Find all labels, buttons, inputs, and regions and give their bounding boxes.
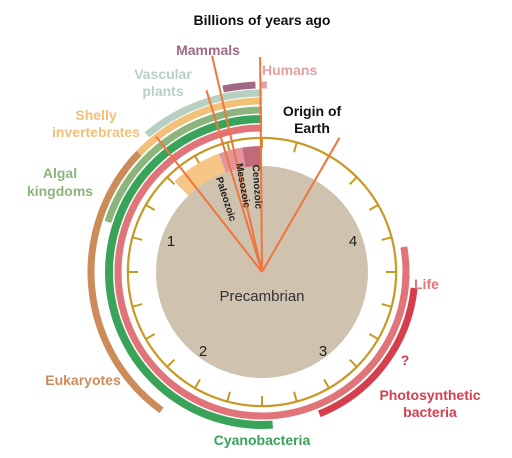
life-label: Life (414, 276, 439, 292)
cyanobacteria-label: Cyanobacteria (214, 432, 311, 448)
clock-tick (381, 236, 392, 241)
clock-tick (368, 204, 379, 211)
vascular-pointer (205, 90, 263, 273)
clock-tick (145, 204, 156, 211)
diagram-title: Billions of years ago (194, 12, 331, 28)
origin-pointer (261, 137, 341, 273)
shelly-pointer (155, 135, 263, 273)
clock-tick (145, 333, 156, 340)
origin-label-line2: Earth (294, 120, 330, 136)
clock-tick (348, 176, 358, 186)
mammals-pointer (211, 55, 263, 273)
algal-label-line1: Algal (43, 165, 77, 181)
cyanobacteria-arc (105, 115, 273, 429)
time-span-arcs (87, 81, 418, 429)
shelly-label-line1: Shelly (75, 107, 116, 123)
clock-tick (132, 303, 143, 308)
vascular-arc (144, 89, 263, 138)
humans-pointer (259, 56, 263, 273)
clock-tick (166, 176, 176, 186)
scale-3: 3 (319, 343, 327, 360)
clock-tick (226, 391, 231, 402)
question-mark: ? (401, 352, 410, 368)
scale-2: 2 (199, 343, 207, 360)
algal-arc (104, 106, 263, 224)
clock-tick (293, 391, 298, 402)
photosynthetic-label-line2: bacteria (403, 404, 457, 420)
clock-tick (132, 236, 143, 241)
life-arc-start (400, 246, 410, 278)
clock-tick (368, 333, 379, 340)
eukaryotes-arc (87, 150, 164, 414)
clock-tick (348, 358, 358, 368)
shelly-label-line2: invertebrates (52, 124, 140, 140)
scale-4: 4 (349, 233, 357, 250)
event-pointers (155, 55, 341, 273)
photosynthetic-arc (317, 287, 418, 418)
cenozoic-label: Cenozoic (249, 164, 263, 210)
eukaryotes-label: Eukaryotes (45, 372, 121, 388)
clock-tick (381, 303, 392, 308)
clock-tick (194, 378, 201, 389)
scale-1: 1 (167, 233, 175, 250)
clock-tick (166, 358, 176, 368)
precambrian-label: Precambrian (219, 288, 304, 305)
algal-label-line2: kingdoms (27, 183, 93, 199)
life-arc (114, 124, 410, 420)
clock-tick (293, 142, 298, 153)
mammals-label: Mammals (176, 42, 240, 58)
origin-label-line1: Origin of (283, 103, 342, 119)
vascular-label-line1: Vascular (134, 66, 192, 82)
shelly-arc (136, 97, 263, 156)
humans-label: Humans (262, 62, 317, 78)
vascular-label-line2: plants (142, 83, 183, 99)
clock-tick (323, 378, 330, 389)
mammals-arc (222, 81, 256, 93)
photosynthetic-label-line1: Photosynthetic (379, 387, 480, 403)
